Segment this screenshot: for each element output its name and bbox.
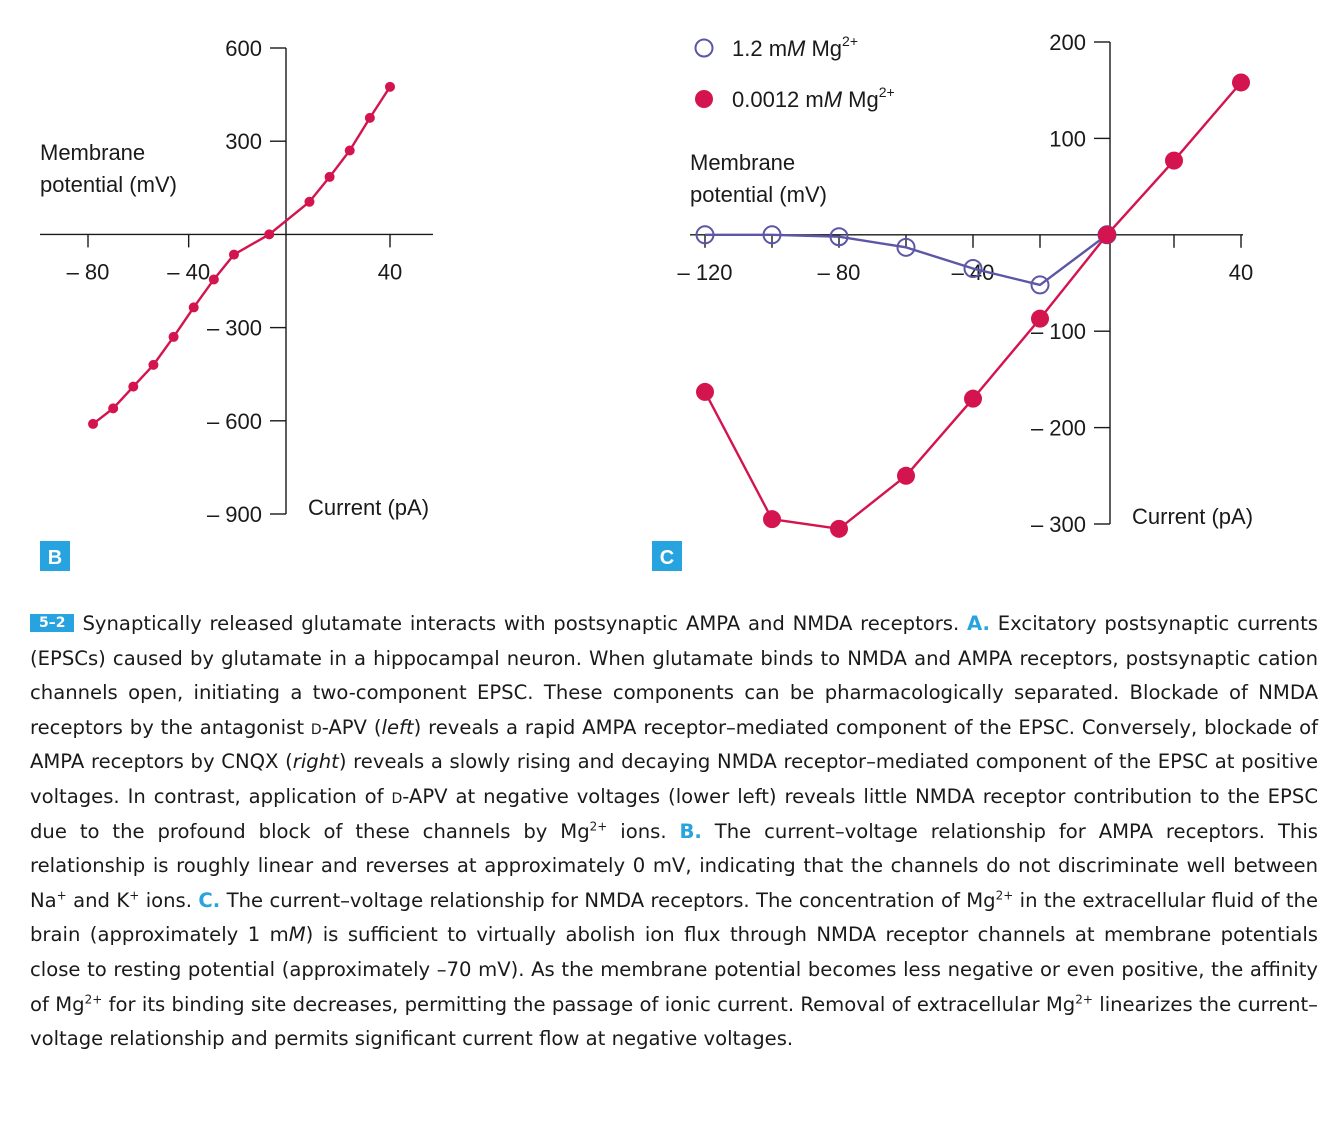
- panel-c-series-0-line: [705, 233, 1108, 287]
- panel-c-badge: [652, 541, 682, 571]
- panel-c-y-tick-label: – 200: [1031, 416, 1086, 441]
- panel-c-ylabel-line2: potential (mV): [690, 182, 827, 207]
- panel-c-y-tick-label: 200: [1049, 30, 1086, 55]
- caption-text: The current–voltage relationship for AMP…: [30, 819, 1318, 912]
- figure-caption: 5–2 Synaptically released glutamate inter…: [30, 607, 1318, 1057]
- panel-b-series-0-point: [324, 171, 335, 182]
- caption-text: ) reveals a slowly rising and decaying N…: [30, 750, 1318, 808]
- panel-c-series-0-point: [963, 259, 983, 279]
- caption-part-a: A.: [967, 612, 991, 635]
- panel-b-series-0-point: [88, 418, 99, 429]
- figure-number-badge: 5–2: [30, 614, 75, 632]
- panel-b-y-tick-label: – 600: [207, 409, 262, 434]
- panel-c-letter: C: [660, 547, 674, 569]
- caption-text: d: [391, 784, 403, 808]
- panel-c-series-1-point: [830, 519, 848, 538]
- panel-c-series-1-point: [763, 510, 781, 529]
- panel-b-series-0-point: [264, 229, 275, 240]
- panel-c-series-1-point: [696, 382, 714, 401]
- panel-b-series-0-point: [385, 81, 395, 92]
- panel-b-x-tick-label: 40: [378, 259, 402, 284]
- panel-c-y-tick-label: 100: [1049, 126, 1086, 151]
- panel-b-ylabel-line2: potential (mV): [40, 172, 177, 197]
- panel-c-series-1-point: [1098, 225, 1116, 244]
- caption-part-c: C.: [198, 888, 221, 912]
- panel-c-series-1-point: [1232, 73, 1250, 92]
- panel-b-series-0-point: [188, 302, 199, 313]
- caption-text: left: [381, 715, 414, 739]
- panel-c-xlabel: Current (pA): [1132, 504, 1253, 529]
- panel-b-series-0-point: [364, 112, 375, 123]
- legend-label-1.2mM: 1.2 mM Mg2+: [732, 33, 858, 61]
- panel-c-series-0-point: [762, 225, 782, 245]
- panel-b-y-tick-label: 600: [225, 36, 262, 61]
- panel-b-ylabel-line1: Membrane: [40, 140, 145, 165]
- caption-text: Synaptically released glutamate interact…: [82, 612, 960, 635]
- panel-b-plot: – 80 – 40 40 600 300 – 300 – 600 – 900: [40, 36, 433, 527]
- panel-b-x-tick-label: – 80: [67, 259, 110, 284]
- figure-panels: Membrane potential (mV) Current (pA) B M…: [40, 30, 1253, 571]
- panel-b-series-0-point: [208, 274, 219, 285]
- panel-b-series-0-point: [228, 249, 239, 260]
- caption-superscript: 2+: [589, 819, 608, 834]
- panel-b-series-0-point: [128, 381, 139, 392]
- legend-open-marker: [694, 38, 714, 58]
- caption-text: -APV at negative voltages (lower left) r…: [30, 784, 1318, 843]
- panel-c-ylabel-line1: Membrane: [690, 150, 795, 175]
- legend-filled-marker: [695, 90, 713, 108]
- caption-part-b: B.: [679, 819, 702, 843]
- caption-text: ) is sufficient to virtually abolish ion…: [30, 923, 1319, 1016]
- panel-b-badge: [40, 541, 70, 571]
- caption-text: Excitatory postsynaptic currents (EPSCs)…: [30, 612, 1318, 739]
- panel-c-series-0-point: [896, 237, 916, 257]
- panel-c-series-0-point: [829, 227, 849, 247]
- caption-text: in the extracellular fluid of the brain …: [30, 888, 1319, 947]
- caption-text: for its binding site decreases, permitti…: [102, 992, 1076, 1016]
- caption-text: -APV (: [321, 715, 382, 739]
- panel-c-series-0-point: [1030, 275, 1050, 295]
- caption-text: ) reveals a rapid AMPA receptor–mediated…: [30, 715, 1318, 774]
- panel-c-series-0-point: [695, 225, 715, 245]
- panel-b-letter: B: [48, 547, 62, 569]
- caption-text: M: [288, 923, 306, 947]
- panel-c-x-tick-label: – 80: [818, 260, 861, 285]
- caption-superscript: 2+: [1075, 992, 1093, 1006]
- panel-c-series-1-point: [964, 389, 982, 408]
- caption-text: The current–voltage relationship for NMD…: [226, 888, 996, 912]
- caption-superscript: 2+: [995, 888, 1014, 903]
- panel-c-x-tick-label: 40: [1229, 260, 1253, 285]
- panel-b-series-0-point: [168, 331, 179, 342]
- caption-text: and K: [66, 888, 130, 912]
- panel-c-series-1-point: [1031, 309, 1049, 328]
- caption-superscript: +: [129, 888, 140, 903]
- panel-c-legend: 1.2 mM Mg2+ 0.0012 mM Mg2+: [694, 33, 895, 112]
- panel-c-y-tick-label: – 300: [1031, 512, 1086, 537]
- caption-text: right: [292, 750, 339, 774]
- panel-b-series-0-point: [304, 196, 315, 207]
- panel-b-series-0-point: [344, 145, 355, 156]
- caption-text: d: [310, 715, 322, 739]
- caption-text: linearizes the current–voltage relations…: [30, 992, 1318, 1051]
- caption-text: ions.: [607, 819, 667, 843]
- panel-c-x-tick-label: – 120: [677, 260, 732, 285]
- panel-c-series-1-point: [1165, 151, 1183, 170]
- caption-superscript: 2+: [84, 992, 103, 1006]
- caption-superscript: +: [56, 888, 67, 903]
- panel-b-xlabel: Current (pA): [308, 495, 429, 520]
- panel-b-y-tick-label: 300: [225, 129, 262, 154]
- legend-label-0.0012mM: 0.0012 mM Mg2+: [732, 84, 895, 112]
- panel-b-y-tick-label: – 900: [207, 502, 262, 527]
- panel-b-y-tick-label: – 300: [207, 316, 262, 341]
- panel-b-x-tick-label: – 40: [167, 259, 210, 284]
- panel-b-series-0-point: [108, 403, 119, 414]
- panel-b-series-0-point: [148, 359, 159, 370]
- panel-c-series-1-point: [897, 466, 915, 485]
- caption-text: ions.: [139, 888, 192, 912]
